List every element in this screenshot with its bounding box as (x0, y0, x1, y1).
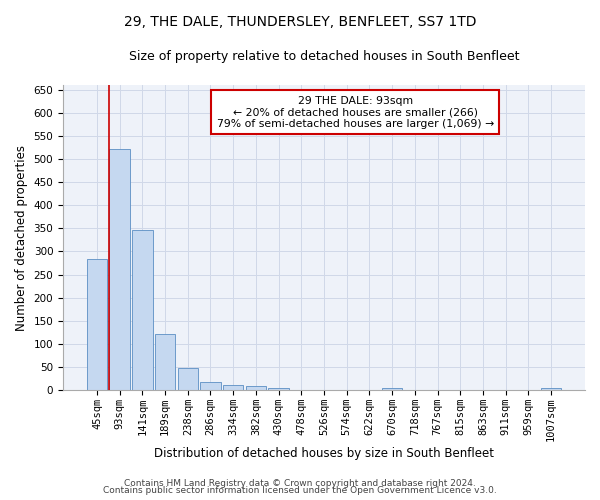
Bar (268, 388, 289, 390)
Bar (87, 260, 107, 390)
Bar (132, 230, 152, 390)
Bar (223, 385, 244, 390)
Bar (541, 388, 561, 390)
Y-axis label: Number of detached properties: Number of detached properties (15, 144, 28, 330)
Text: Contains HM Land Registry data © Crown copyright and database right 2024.: Contains HM Land Registry data © Crown c… (124, 478, 476, 488)
Title: Size of property relative to detached houses in South Benfleet: Size of property relative to detached ho… (129, 50, 519, 63)
Bar (109, 149, 130, 390)
Bar (245, 386, 266, 390)
Text: 29, THE DALE, THUNDERSLEY, BENFLEET, SS7 1TD: 29, THE DALE, THUNDERSLEY, BENFLEET, SS7… (124, 15, 476, 29)
Bar (178, 368, 198, 390)
Text: Contains public sector information licensed under the Open Government Licence v3: Contains public sector information licen… (103, 486, 497, 495)
Text: 29 THE DALE: 93sqm
← 20% of detached houses are smaller (266)
79% of semi-detach: 29 THE DALE: 93sqm ← 20% of detached hou… (217, 96, 494, 129)
Bar (155, 334, 175, 390)
Bar (200, 382, 221, 390)
Bar (382, 388, 403, 390)
X-axis label: Distribution of detached houses by size in South Benfleet: Distribution of detached houses by size … (154, 447, 494, 460)
